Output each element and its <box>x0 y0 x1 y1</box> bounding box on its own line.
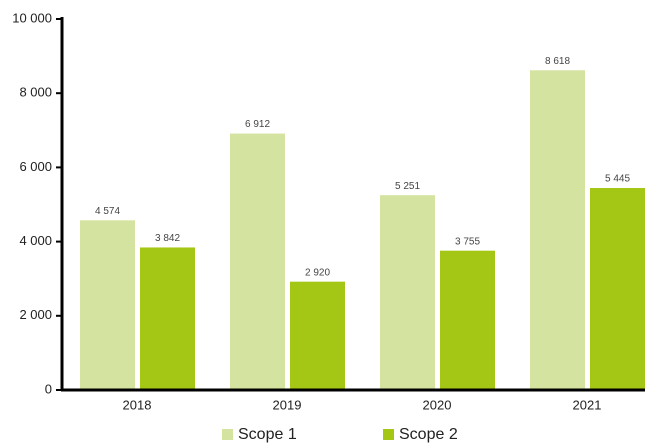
y-tick-label: 4 000 <box>19 233 52 248</box>
value-label: 5 251 <box>395 181 420 192</box>
legend-swatch <box>383 429 394 440</box>
value-label: 3 842 <box>155 233 180 244</box>
y-tick-label: 0 <box>45 381 52 396</box>
value-label: 5 445 <box>605 174 630 185</box>
y-tick-label: 10 000 <box>12 10 52 25</box>
x-tick-label: 2020 <box>423 397 452 412</box>
bar <box>80 220 135 390</box>
value-label: 3 755 <box>455 236 480 247</box>
bar <box>290 281 345 390</box>
x-tick-label: 2019 <box>273 397 302 412</box>
x-tick-label: 2018 <box>123 397 152 412</box>
value-label: 6 912 <box>245 119 270 130</box>
bar <box>530 70 585 390</box>
y-tick-label: 2 000 <box>19 307 52 322</box>
value-label: 8 618 <box>545 56 570 67</box>
legend-swatch <box>222 429 233 440</box>
bar <box>230 133 285 390</box>
bar <box>380 195 435 390</box>
legend-label: Scope 2 <box>399 426 458 443</box>
bar <box>440 250 495 390</box>
legend-label: Scope 1 <box>238 426 297 443</box>
bar <box>140 247 195 390</box>
y-tick-label: 8 000 <box>19 85 52 100</box>
value-label: 2 920 <box>305 267 330 278</box>
y-tick-label: 6 000 <box>19 159 52 174</box>
bar <box>590 187 645 390</box>
x-tick-label: 2021 <box>573 397 602 412</box>
value-label: 4 574 <box>95 206 120 217</box>
